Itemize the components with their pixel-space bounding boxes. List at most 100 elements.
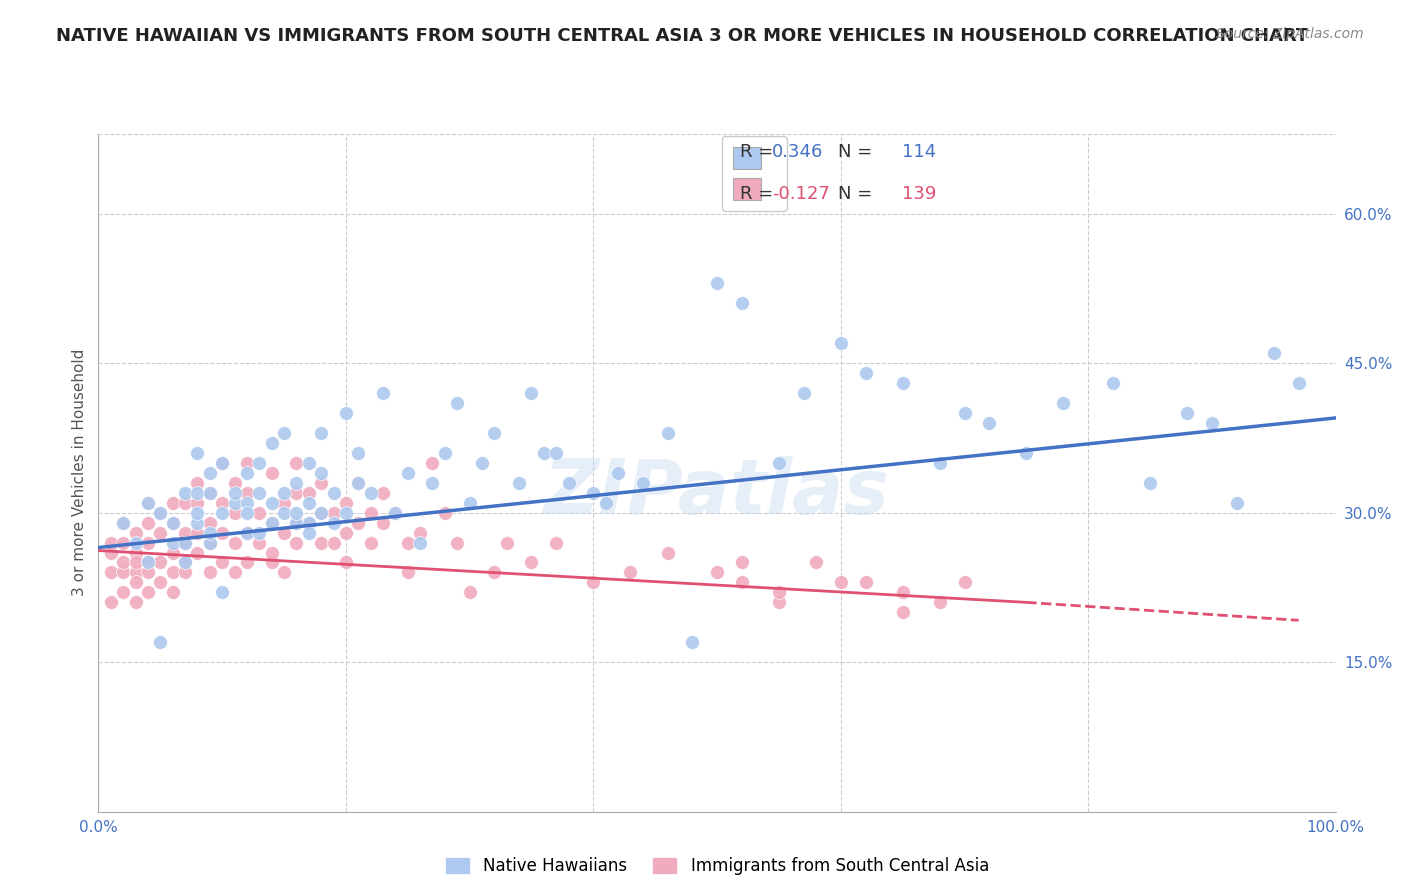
Point xyxy=(186,545,208,559)
Point xyxy=(112,585,135,599)
Point xyxy=(891,605,914,619)
Point xyxy=(174,556,197,570)
Point xyxy=(495,535,517,549)
Point xyxy=(1263,346,1285,360)
Point xyxy=(124,545,146,559)
Point xyxy=(247,485,270,500)
Text: 139: 139 xyxy=(901,186,936,203)
Point xyxy=(260,516,283,530)
Point xyxy=(198,466,221,480)
Text: ZIPatlas: ZIPatlas xyxy=(544,456,890,530)
Point xyxy=(433,506,456,520)
Point xyxy=(285,516,308,530)
Point xyxy=(953,575,976,590)
Legend: Native Hawaiians, Immigrants from South Central Asia: Native Hawaiians, Immigrants from South … xyxy=(439,850,995,881)
Point xyxy=(136,556,159,570)
Point xyxy=(136,556,159,570)
Point xyxy=(174,485,197,500)
Point xyxy=(285,516,308,530)
Point xyxy=(136,496,159,510)
Point xyxy=(174,525,197,540)
Point xyxy=(236,485,259,500)
Point xyxy=(471,456,494,470)
Point xyxy=(186,525,208,540)
Point xyxy=(347,446,370,460)
Point xyxy=(211,506,233,520)
Point xyxy=(371,516,394,530)
Point xyxy=(298,516,321,530)
Point xyxy=(309,466,332,480)
Point xyxy=(273,506,295,520)
Point xyxy=(174,566,197,580)
Point xyxy=(706,277,728,291)
Point xyxy=(149,506,172,520)
Point xyxy=(347,475,370,490)
Point xyxy=(112,556,135,570)
Point xyxy=(211,525,233,540)
Point xyxy=(396,466,419,480)
Point xyxy=(149,525,172,540)
Point xyxy=(1175,406,1198,420)
Point xyxy=(162,496,184,510)
Point xyxy=(557,475,579,490)
Point xyxy=(1139,475,1161,490)
Point xyxy=(484,566,506,580)
Point xyxy=(322,485,344,500)
Text: 114: 114 xyxy=(901,144,936,161)
Point xyxy=(112,516,135,530)
Point xyxy=(224,485,246,500)
Point xyxy=(360,485,382,500)
Point xyxy=(224,506,246,520)
Point xyxy=(124,575,146,590)
Point xyxy=(619,566,641,580)
Point xyxy=(100,595,122,609)
Point xyxy=(804,556,827,570)
Point xyxy=(458,496,481,510)
Point xyxy=(768,456,790,470)
Point xyxy=(273,525,295,540)
Point xyxy=(830,336,852,351)
Point xyxy=(384,506,406,520)
Point xyxy=(224,535,246,549)
Point xyxy=(136,516,159,530)
Point xyxy=(1226,496,1249,510)
Point xyxy=(595,496,617,510)
Point xyxy=(149,575,172,590)
Point xyxy=(236,496,259,510)
Point xyxy=(211,556,233,570)
Point xyxy=(309,506,332,520)
Point xyxy=(224,496,246,510)
Text: R =: R = xyxy=(740,144,779,161)
Point xyxy=(582,485,605,500)
Point xyxy=(211,456,233,470)
Point xyxy=(706,566,728,580)
Point xyxy=(409,525,432,540)
Point xyxy=(100,545,122,559)
Text: N =: N = xyxy=(838,186,879,203)
Text: Source: ZipAtlas.com: Source: ZipAtlas.com xyxy=(1216,27,1364,41)
Point xyxy=(371,485,394,500)
Point xyxy=(657,425,679,440)
Point xyxy=(186,516,208,530)
Point xyxy=(347,475,370,490)
Point xyxy=(979,416,1001,430)
Point xyxy=(298,485,321,500)
Point xyxy=(273,566,295,580)
Point xyxy=(162,535,184,549)
Point xyxy=(396,566,419,580)
Point xyxy=(162,516,184,530)
Y-axis label: 3 or more Vehicles in Household: 3 or more Vehicles in Household xyxy=(72,349,87,597)
Point xyxy=(236,466,259,480)
Point xyxy=(446,396,468,410)
Point xyxy=(285,456,308,470)
Point xyxy=(360,506,382,520)
Point xyxy=(953,406,976,420)
Point xyxy=(236,556,259,570)
Point xyxy=(186,485,208,500)
Point xyxy=(136,566,159,580)
Point xyxy=(768,595,790,609)
Point xyxy=(446,535,468,549)
Point xyxy=(855,366,877,380)
Point xyxy=(422,475,444,490)
Point xyxy=(793,386,815,401)
